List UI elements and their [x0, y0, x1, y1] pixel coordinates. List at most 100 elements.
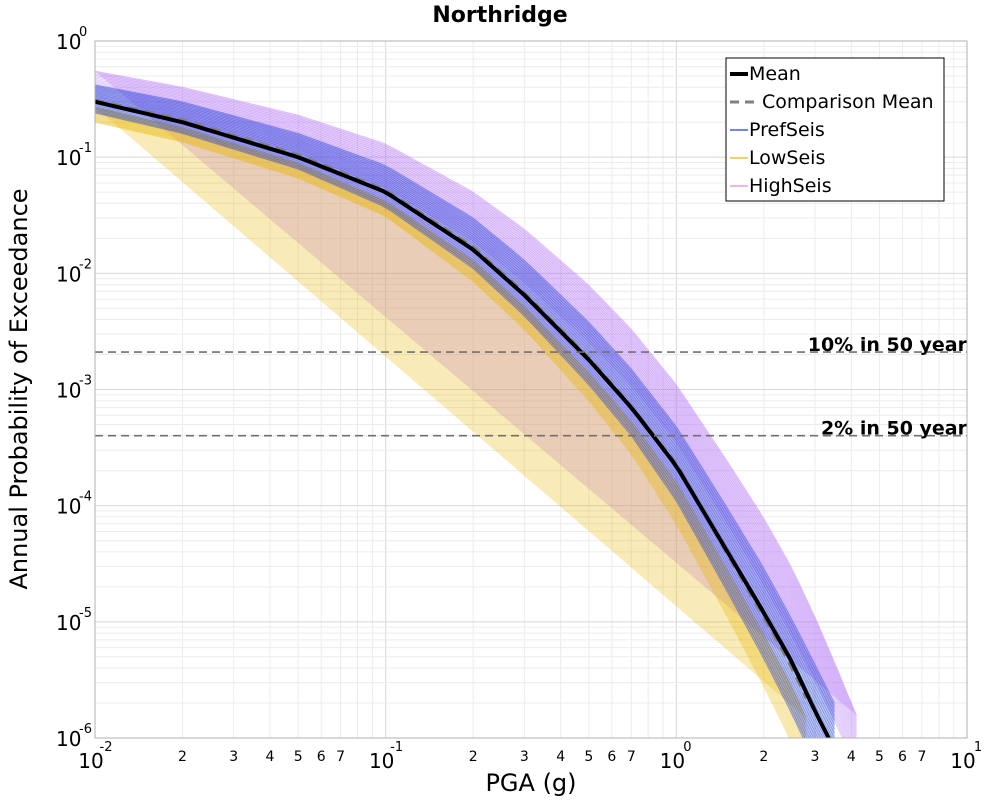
band-curve-lowseis	[95, 108, 807, 726]
band-curve-prefseis	[95, 88, 835, 717]
x-tick-label: 10	[950, 749, 975, 773]
x-axis-label: PGA (g)	[485, 769, 576, 797]
legend-label-mean: Mean	[749, 63, 801, 85]
band-curve-highseis	[95, 97, 847, 738]
x-tick-exponent: -1	[390, 740, 403, 755]
band-curve-highseis	[95, 70, 858, 716]
band-curve-lowseis	[95, 121, 791, 738]
band-curve-highseis	[95, 77, 858, 728]
x-minor-tick-label: 2	[178, 749, 187, 765]
y-tick-label: 10	[56, 262, 81, 286]
band-curve-prefseis	[95, 94, 835, 738]
x-minor-tick-label: 3	[811, 749, 820, 765]
band-curve-lowseis	[95, 107, 807, 721]
band-curve-lowseis	[95, 116, 800, 738]
x-tick-exponent: 0	[683, 740, 691, 755]
band-curve-lowseis	[95, 111, 807, 737]
y-tick-exponent: -4	[79, 490, 92, 505]
x-tick-label: 10	[369, 749, 394, 773]
x-minor-tick-label: 3	[229, 749, 238, 765]
chart-title: Northridge	[432, 3, 567, 28]
band-curve-highseis	[95, 101, 844, 738]
band-curve-prefseis	[95, 109, 808, 738]
band-curve-lowseis	[95, 121, 790, 738]
y-tick-label: 10	[56, 146, 81, 170]
y-tick-exponent: -6	[79, 722, 92, 737]
reference-line-label: 10% in 50 year	[808, 334, 968, 356]
x-minor-tick-label: 6	[898, 749, 907, 765]
band-curve-prefseis	[95, 106, 815, 738]
y-tick-label: 10	[56, 495, 81, 519]
band-curve-lowseis	[95, 118, 795, 738]
y-tick-label: 10	[56, 30, 81, 54]
band-curve-prefseis	[95, 112, 804, 738]
band-curve-lowseis	[95, 114, 802, 738]
band-curve-highseis	[95, 84, 857, 738]
x-minor-tick-label: 2	[469, 749, 478, 765]
x-tick-exponent: 1	[974, 740, 982, 755]
band-curve-highseis	[95, 74, 858, 723]
x-minor-tick-label: 5	[875, 749, 884, 765]
x-minor-tick-label: 5	[294, 749, 303, 765]
band-curve-prefseis	[95, 104, 817, 738]
band-curve-prefseis	[95, 86, 835, 712]
series-comparison-mean	[95, 98, 808, 699]
band-curve-lowseis	[95, 110, 807, 735]
series-mean	[95, 99, 831, 738]
band-curve-prefseis	[95, 107, 812, 738]
band-curve-highseis	[95, 76, 858, 725]
band-curve-lowseis	[95, 112, 805, 738]
legend-label-lowseis: LowSeis	[749, 147, 825, 169]
band-curve-highseis	[95, 95, 848, 738]
x-minor-tick-label: 6	[607, 749, 616, 765]
legend-label-comparison-mean: Comparison Mean	[762, 91, 934, 113]
line-layer	[95, 98, 831, 738]
x-minor-tick-label: 3	[520, 749, 529, 765]
band-curve-lowseis	[95, 109, 807, 729]
legend-box	[725, 57, 945, 202]
y-tick-label: 10	[56, 611, 81, 635]
band-curve-lowseis	[95, 119, 794, 738]
grid-layer	[94, 41, 967, 739]
band-envelope-lowseis	[95, 107, 807, 718]
band-curve-lowseis	[95, 112, 807, 738]
y-axis-label: Annual Probability of Exceedance	[5, 188, 33, 589]
band-layer	[95, 70, 858, 738]
band-curve-lowseis	[95, 120, 793, 738]
band-highseis	[95, 70, 858, 738]
band-curve-highseis	[95, 98, 846, 738]
band-curve-highseis	[95, 80, 858, 732]
band-curve-prefseis	[95, 97, 831, 738]
band-curve-lowseis	[95, 106, 807, 718]
band-curve-highseis	[95, 81, 858, 734]
band-envelope-prefseis	[95, 84, 835, 738]
legend: Mean Comparison Mean PrefSeis LowSeis Hi…	[725, 57, 945, 202]
y-tick-exponent: -3	[79, 374, 92, 389]
y-tick-exponent: -1	[79, 141, 92, 156]
x-minor-tick-label: 6	[317, 749, 326, 765]
reference-line-label: 2% in 50 year	[821, 418, 968, 440]
band-curve-highseis	[95, 72, 858, 718]
x-minor-tick-label: 7	[918, 749, 927, 765]
band-curve-lowseis	[95, 116, 799, 738]
band-curve-lowseis	[95, 110, 807, 732]
band-curve-highseis	[95, 99, 845, 738]
band-curve-highseis	[95, 94, 850, 738]
band-curve-lowseis	[95, 117, 797, 738]
band-curve-highseis	[95, 92, 851, 738]
band-curve-lowseis	[95, 113, 804, 738]
band-curve-prefseis	[95, 84, 835, 704]
band-curve-prefseis	[95, 111, 806, 738]
band-curve-lowseis	[95, 118, 796, 738]
legend-label-prefseis: PrefSeis	[749, 119, 825, 141]
x-tick-exponent: -2	[100, 740, 113, 755]
band-curve-highseis	[95, 85, 856, 738]
band-lowseis	[95, 106, 807, 738]
x-minor-tick-label: 4	[556, 749, 565, 765]
x-minor-tick-label: 2	[759, 749, 768, 765]
legend-label-highseis: HighSeis	[749, 175, 832, 197]
y-tick-exponent: 0	[79, 25, 87, 40]
y-tick-label: 10	[56, 379, 81, 403]
